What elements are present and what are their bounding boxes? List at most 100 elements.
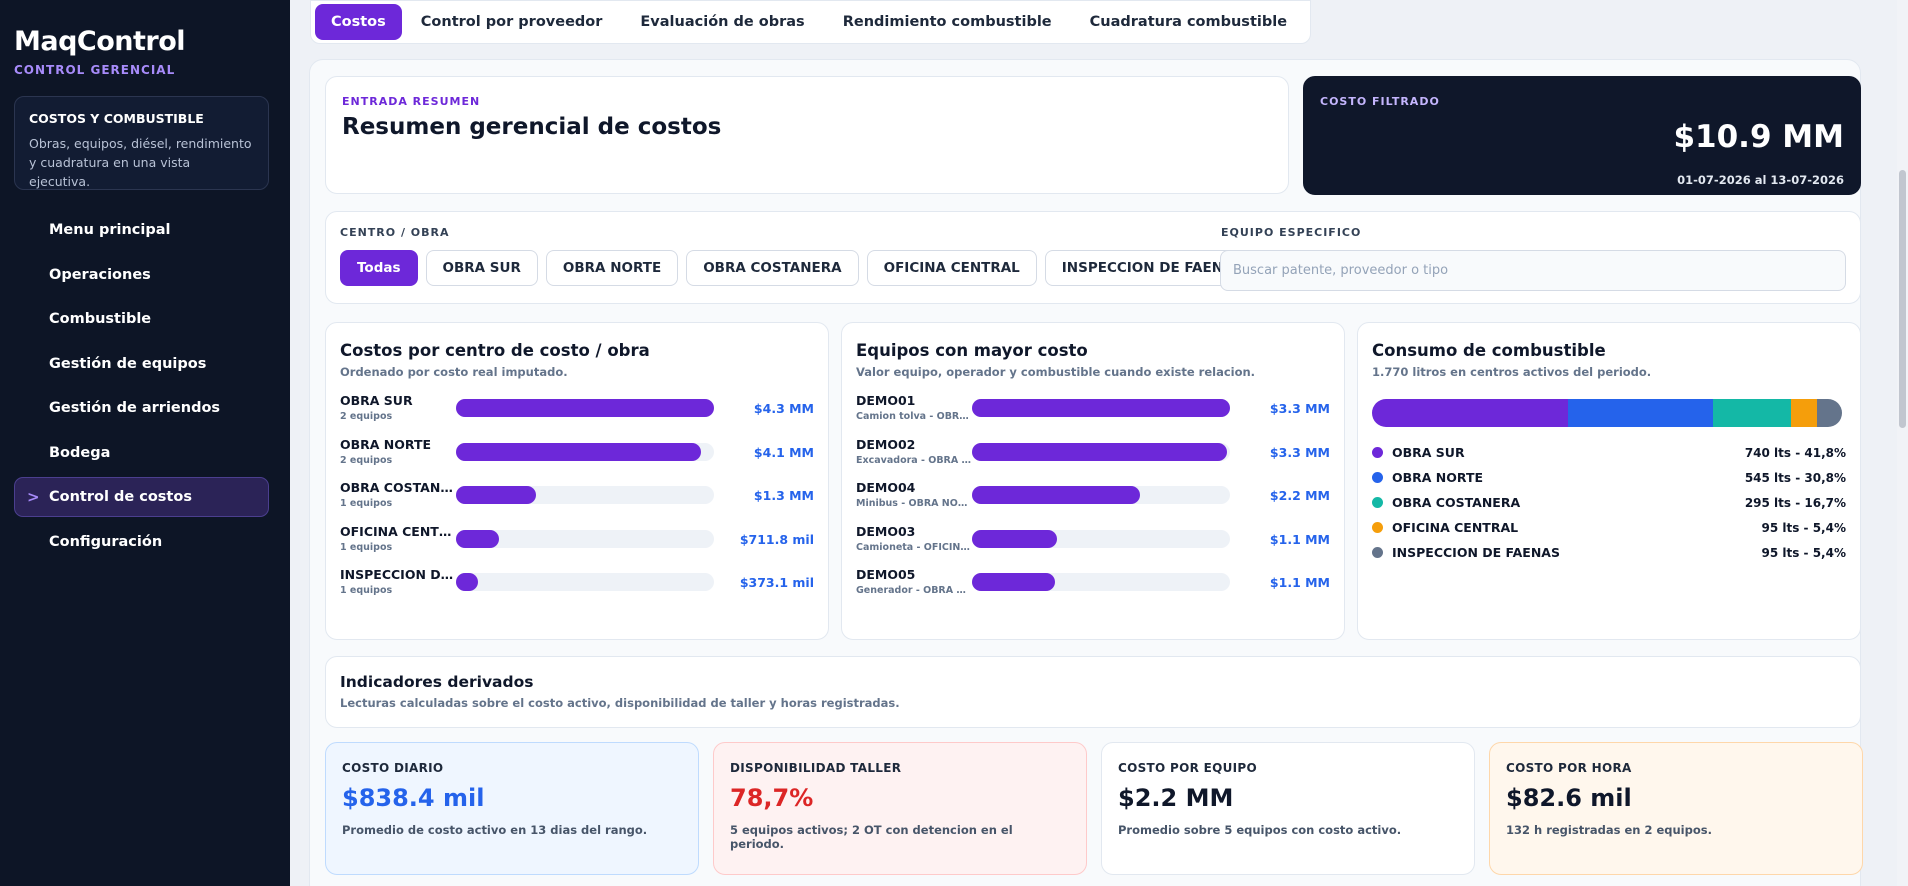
bar-fill [456, 486, 536, 504]
tab-evaluacion-obras[interactable]: Evaluación de obras [640, 14, 805, 30]
sidebar-item-menu-principal[interactable]: Menu principal [14, 210, 269, 250]
panel-subtitle: Ordenado por costo real imputado. [340, 365, 568, 379]
kpi-value: $2.2 MM [1118, 784, 1234, 812]
kpi-card: DISPONIBILIDAD TALLER 78,7% 5 equipos acti… [713, 742, 1087, 875]
kpi-card: COSTO POR EQUIPO $2.2 MM Promedio sobre 5 … [1101, 742, 1475, 875]
chip-todas[interactable]: Todas [340, 250, 418, 286]
sidebar-item-bodega[interactable]: Bodega [14, 433, 269, 473]
bar-row[interactable]: DEMO01 Camion tolva - OBRA SUR $3.3 MM [856, 393, 1330, 437]
sidebar-item-combustible[interactable]: Combustible [14, 299, 269, 339]
sidebar-item-label: Menu principal [49, 222, 171, 238]
bar-name: INSPECCION DE FAENAS [340, 567, 456, 582]
legend-dot-icon [1372, 497, 1383, 508]
legend-name: OFICINA CENTRAL [1392, 520, 1519, 535]
brand-subtitle: CONTROL GERENCIAL [14, 63, 176, 77]
chip-obra-costanera[interactable]: OBRA COSTANERA [686, 250, 859, 286]
sidebar-item-control-costos[interactable]: > Control de costos [14, 477, 269, 517]
equipo-filter-label: EQUIPO ESPECIFICO [1221, 226, 1362, 239]
bar-value: $711.8 mil [739, 531, 814, 547]
sidebar-item-configuracion[interactable]: Configuración [14, 522, 269, 562]
legend-value: 545 lts - 30,8% [1744, 470, 1846, 485]
sidebar-item-label: Configuración [49, 533, 163, 550]
kpi-desc: 5 equipos activos; 2 OT con detencion en… [730, 823, 1013, 851]
kpi-card: COSTO DIARIO $838.4 mil Promedio de costo … [325, 742, 699, 875]
bar-fill [456, 399, 714, 417]
bar-name: DEMO04 [856, 480, 916, 495]
bar-row[interactable]: OBRA SUR 2 equipos $4.3 MM [340, 393, 814, 437]
bar-fill [972, 486, 1140, 504]
bar-name: OBRA COSTANERA [340, 480, 456, 495]
kpi-label: COSTO POR HORA [1506, 761, 1632, 775]
kpi-value: 78,7% [730, 784, 814, 812]
tab-rendimiento-combustible[interactable]: Rendimiento combustible [842, 14, 1052, 30]
bar-name: DEMO02 [856, 436, 916, 452]
bar-labels: OBRA SUR 2 equipos [340, 393, 456, 422]
summary-card: ENTRADA RESUMEN Resumen gerencial de cos… [325, 76, 1289, 194]
main-panel: ENTRADA RESUMEN Resumen gerencial de cos… [309, 59, 1863, 886]
legend-item: INSPECCION DE FAENAS 95 lts - 5,4% [1372, 540, 1846, 565]
tab-costos[interactable]: Costos [315, 4, 402, 40]
page-title: Resumen gerencial de costos [342, 114, 722, 140]
legend-item: OBRA SUR 740 lts - 41,8% [1372, 440, 1846, 465]
bar-row[interactable]: DEMO04 Minibus - OBRA NORTE $2.2 MM [856, 480, 1330, 524]
sidebar-item-label: Gestión de equipos [49, 355, 207, 372]
sidebar-item-operaciones[interactable]: Operaciones [14, 255, 269, 295]
sidebar-item-label: Control de costos [49, 489, 192, 505]
bar-meta: Generador - OBRA SUR [856, 585, 972, 596]
bar-value: $373.1 mil [739, 575, 814, 590]
legend-dot-icon [1372, 472, 1383, 483]
fuel-segment [1372, 399, 1569, 427]
bar-row[interactable]: DEMO03 Camioneta - OFICINA CENTRAL $1.1 MM [856, 524, 1330, 568]
kpi-value: $82.6 mil [1506, 784, 1632, 812]
fuel-segment [1568, 399, 1713, 427]
legend-name: OBRA COSTANERA [1392, 495, 1521, 510]
bar-fill [972, 399, 1230, 417]
bar-labels: OBRA NORTE 2 equipos [340, 437, 456, 466]
top-equipment-panel: Equipos con mayor costo Valor equipo, op… [841, 322, 1345, 640]
fuel-segment [1816, 399, 1842, 427]
bar-meta: Camion tolva - OBRA SUR [856, 411, 972, 422]
module-info-desc: Obras, equipos, diésel, rendimiento y cu… [29, 136, 252, 189]
chip-oficina-central[interactable]: OFICINA CENTRAL [866, 250, 1037, 286]
bar-name: OBRA SUR [340, 393, 413, 408]
indicators-card: Indicadores derivados Lecturas calculada… [325, 656, 1861, 728]
bar-meta: 2 equipos [340, 411, 393, 422]
bar-name: OBRA NORTE [340, 436, 432, 452]
panel-subtitle: Valor equipo, operador y combustible cua… [856, 365, 1256, 379]
bar-track [456, 442, 714, 461]
panel-title: Costos por centro de costo / obra [340, 341, 650, 360]
bar-name: DEMO05 [856, 567, 916, 582]
tab-control-proveedor[interactable]: Control por proveedor [420, 14, 603, 30]
bar-fill [972, 529, 1058, 548]
bar-row[interactable]: OBRA NORTE 2 equipos $4.1 MM [340, 437, 814, 481]
bar-meta: Minibus - OBRA NORTE [856, 498, 972, 509]
bar-row[interactable]: INSPECCION DE FAENAS 1 equipos $373.1 mil [340, 567, 814, 611]
scrollbar-thumb[interactable] [1899, 170, 1906, 428]
legend-name: OBRA SUR [1392, 445, 1465, 460]
bar-row[interactable]: DEMO02 Excavadora - OBRA NORTE $3.3 MM [856, 437, 1330, 481]
kpi-label: COSTO DIARIO [342, 761, 444, 775]
chip-obra-sur[interactable]: OBRA SUR [425, 250, 538, 286]
legend-name: INSPECCION DE FAENAS [1392, 545, 1560, 560]
bar-row[interactable]: DEMO05 Generador - OBRA SUR $1.1 MM [856, 567, 1330, 611]
chip-obra-norte[interactable]: OBRA NORTE [545, 250, 679, 286]
page-scrollbar[interactable] [1897, 0, 1908, 886]
tab-cuadratura-combustible[interactable]: Cuadratura combustible [1089, 14, 1288, 30]
bar-track [972, 529, 1230, 548]
bar-fill [456, 442, 702, 461]
sidebar-item-gestion-arriendos[interactable]: Gestión de arriendos [14, 388, 269, 428]
fuel-legend: OBRA SUR 740 lts - 41,8% OBRA NORTE 545 lts… [1372, 440, 1846, 565]
module-info-card: COSTOS Y COMBUSTIBLE Obras, equipos, dié… [14, 96, 269, 190]
sidebar-item-gestion-equipos[interactable]: Gestión de equipos [14, 344, 269, 384]
bar-value: $4.3 MM [753, 401, 814, 416]
bar-row[interactable]: OFICINA CENTRAL 1 equipos $711.8 mil [340, 524, 814, 568]
legend-value: 295 lts - 16,7% [1744, 495, 1846, 510]
bar-meta: Excavadora - OBRA NORTE [856, 454, 972, 466]
bar-meta: 2 equipos [340, 454, 393, 466]
bar-fill [456, 529, 499, 548]
bar-row[interactable]: OBRA COSTANERA 1 equipos $1.3 MM [340, 480, 814, 524]
equipo-search-input[interactable] [1220, 250, 1846, 291]
bar-track [972, 442, 1230, 461]
bar-value: $2.2 MM [1269, 488, 1330, 503]
